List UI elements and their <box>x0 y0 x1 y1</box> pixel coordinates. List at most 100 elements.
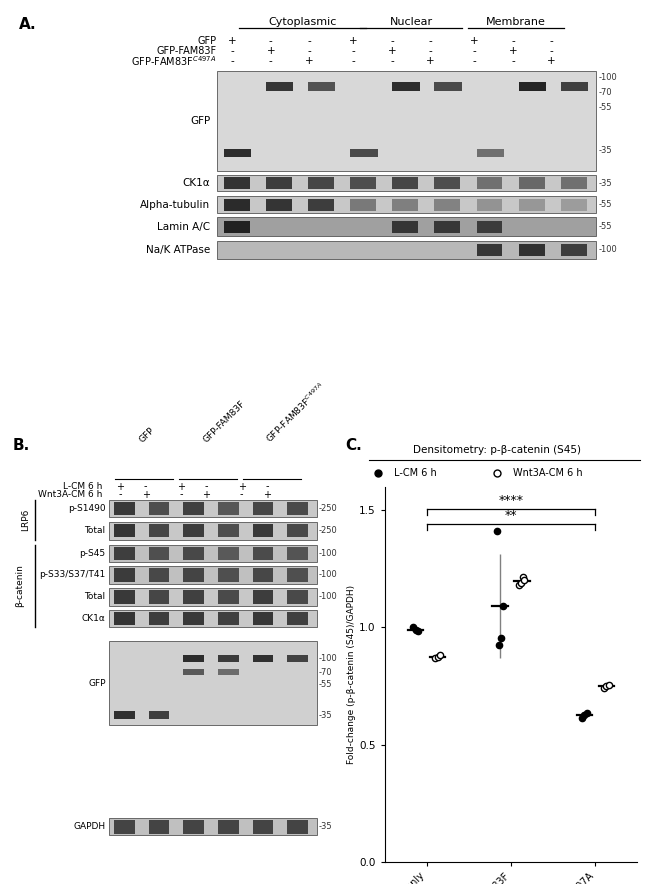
Bar <box>114 613 135 625</box>
Text: GFP-FAM83F: GFP-FAM83F <box>202 400 247 445</box>
Text: Alpha-tubulin: Alpha-tubulin <box>140 200 211 210</box>
Bar <box>561 199 587 210</box>
Bar <box>216 217 595 236</box>
Text: GFP-FAM83F$^{C497A}$: GFP-FAM83F$^{C497A}$ <box>263 380 328 445</box>
Text: +: + <box>116 482 124 492</box>
Bar <box>218 547 239 560</box>
Bar <box>224 178 250 189</box>
Text: -: - <box>428 35 432 46</box>
Bar <box>287 819 308 834</box>
Text: CK1α: CK1α <box>82 614 106 623</box>
Text: -: - <box>549 46 553 56</box>
Bar <box>218 669 239 674</box>
Bar <box>183 568 204 582</box>
Bar <box>183 613 204 625</box>
Bar <box>434 199 460 210</box>
Text: -: - <box>549 35 553 46</box>
Bar <box>114 568 135 582</box>
Text: -55: -55 <box>318 681 332 690</box>
Text: -: - <box>231 46 235 56</box>
Text: GAPDH: GAPDH <box>73 822 106 831</box>
Bar <box>287 591 308 604</box>
Bar <box>149 819 170 834</box>
Text: Wnt3A-CM 6 h: Wnt3A-CM 6 h <box>38 490 103 499</box>
Text: +: + <box>508 46 517 56</box>
Text: GFP: GFP <box>138 426 157 445</box>
Text: p-S33/S37/T41: p-S33/S37/T41 <box>40 570 106 579</box>
Bar <box>149 591 170 604</box>
Bar <box>287 568 308 582</box>
Bar <box>224 149 251 156</box>
Text: -35: -35 <box>318 712 332 720</box>
Bar <box>183 502 204 515</box>
Text: -: - <box>473 56 476 65</box>
Text: Total: Total <box>84 592 106 601</box>
Bar <box>216 240 595 258</box>
Text: L-CM 6 h: L-CM 6 h <box>63 482 103 492</box>
Bar <box>218 819 239 834</box>
Bar <box>253 547 274 560</box>
Text: -55: -55 <box>599 103 612 112</box>
Bar <box>149 568 170 582</box>
Bar <box>109 566 317 583</box>
Text: -: - <box>511 56 515 65</box>
Bar <box>109 545 317 561</box>
Bar <box>476 244 502 255</box>
Bar <box>519 199 545 210</box>
Text: -: - <box>269 56 273 65</box>
Bar <box>114 711 135 720</box>
Text: -: - <box>352 46 356 56</box>
Bar <box>266 81 293 91</box>
Bar <box>393 199 418 210</box>
Bar <box>476 178 502 189</box>
Text: -35: -35 <box>599 146 612 156</box>
Bar <box>114 819 135 834</box>
Text: -: - <box>269 35 273 46</box>
Bar <box>224 199 250 210</box>
Text: Densitometry: p-β-catenin (S45): Densitometry: p-β-catenin (S45) <box>413 445 581 454</box>
Text: -: - <box>118 490 122 499</box>
Text: Nuclear: Nuclear <box>389 17 432 27</box>
Text: +: + <box>263 490 271 499</box>
Bar <box>253 568 274 582</box>
Text: -100: -100 <box>599 73 617 82</box>
Text: -: - <box>307 35 311 46</box>
Bar <box>216 175 595 192</box>
Bar <box>183 654 204 662</box>
Text: -: - <box>352 56 356 65</box>
Text: +: + <box>305 56 313 65</box>
Bar <box>519 244 545 255</box>
Bar <box>350 199 376 210</box>
Text: Na/K ATPase: Na/K ATPase <box>146 245 211 255</box>
Bar <box>253 654 274 662</box>
Text: -: - <box>231 56 235 65</box>
Bar <box>308 199 334 210</box>
Text: Total: Total <box>84 526 106 535</box>
Text: -70: -70 <box>599 88 612 97</box>
Bar <box>561 244 587 255</box>
Bar <box>109 818 317 835</box>
Text: +: + <box>387 46 396 56</box>
Text: -: - <box>511 35 515 46</box>
Bar <box>308 178 334 189</box>
Bar <box>218 613 239 625</box>
Bar <box>476 149 504 156</box>
Bar <box>218 524 239 537</box>
Bar <box>109 641 317 725</box>
Bar <box>287 547 308 560</box>
Bar <box>393 81 420 91</box>
Bar <box>519 178 545 189</box>
Bar <box>287 654 308 662</box>
Text: GFP-FAM83F$^{C497A}$: GFP-FAM83F$^{C497A}$ <box>131 54 216 68</box>
Bar <box>149 524 170 537</box>
Text: +: + <box>228 35 237 46</box>
Text: +: + <box>471 35 479 46</box>
Bar <box>183 669 204 674</box>
Text: -35: -35 <box>599 179 612 187</box>
Text: Membrane: Membrane <box>486 17 546 27</box>
Text: Lamin A/C: Lamin A/C <box>157 222 211 232</box>
Text: L-CM 6 h: L-CM 6 h <box>394 469 436 478</box>
Text: B.: B. <box>13 438 30 453</box>
Text: p-S1490: p-S1490 <box>68 504 106 513</box>
Bar <box>183 819 204 834</box>
